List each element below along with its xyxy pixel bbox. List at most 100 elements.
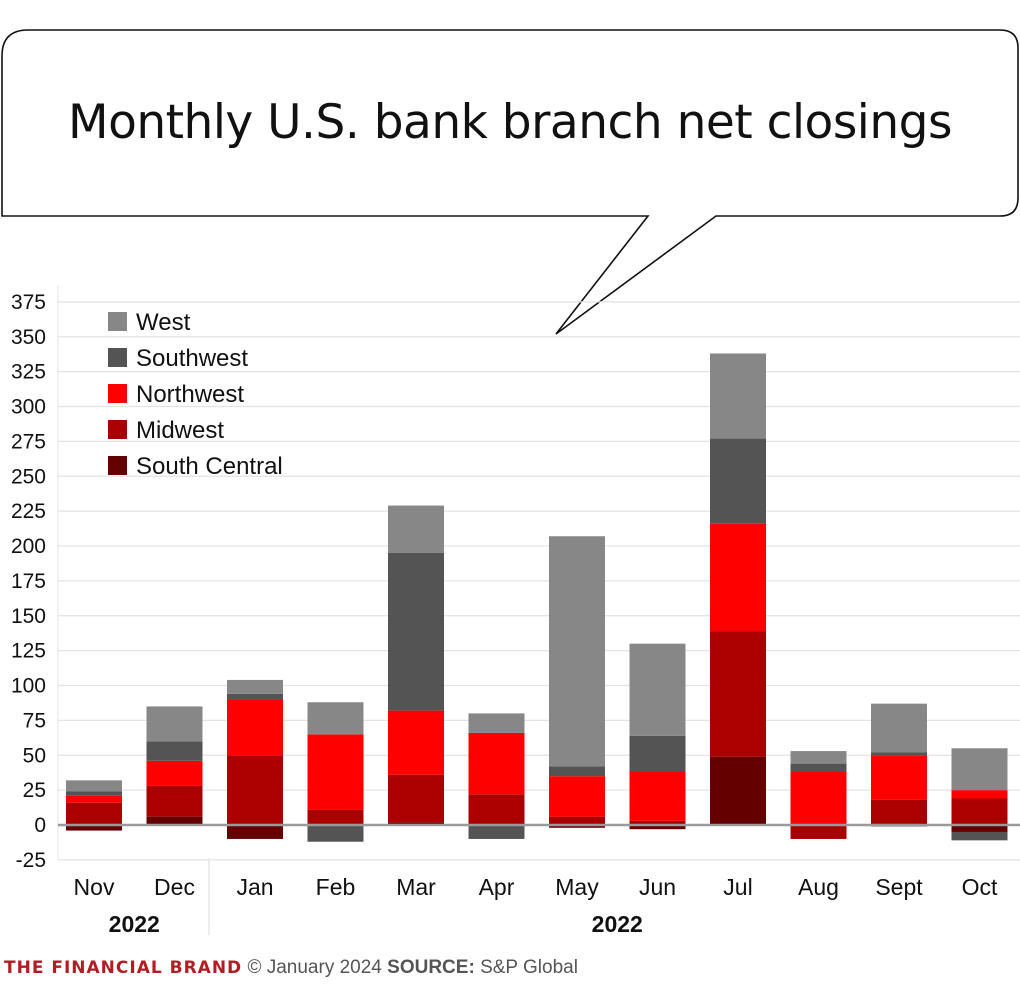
legend-label: West [136,309,191,336]
y-tick-label: 325 [11,361,46,384]
legend-swatch [108,384,127,403]
y-tick-label: 100 [11,675,46,698]
bar-segment-southwest [871,752,927,756]
chart-title: Monthly U.S. bank branch net closings [68,95,952,150]
bar-segment-midwest [790,825,847,839]
y-tick-label: 200 [11,535,46,558]
bar-segment-west [549,536,605,767]
bar-segment-northwest [66,795,122,803]
bar-segment-northwest [710,523,766,632]
legend-label: South Central [136,453,283,480]
bar-segment-south-central [549,825,605,828]
legend-swatch [108,348,127,367]
x-tick-label: Apr [479,874,515,900]
bar-segment-south-central [388,822,444,825]
bar-segment-southwest [227,693,283,700]
bar-segment-midwest [871,799,927,825]
bar-segment-southwest [951,831,1008,841]
bar-segment-west [227,679,283,694]
footer: THE FINANCIAL BRAND © January 2024 SOURC… [4,957,578,979]
x-tick-label: Nov [74,874,115,900]
bar-segment-west [146,706,203,742]
bar-segment-southwest [549,766,605,777]
bar-segment-southwest [629,735,686,772]
y-tick-label: 150 [11,605,46,628]
x-tick-label: May [555,874,599,900]
bar-segment-west [388,505,444,553]
bar-segment-west [790,751,847,764]
y-tick-label: 125 [11,640,46,663]
bar-segment-south-central [710,756,766,825]
y-tick-label: 50 [23,744,46,767]
bar-segment-west [468,713,525,733]
title-speech-bubble [1,29,1019,335]
y-tick-label: 175 [11,570,46,593]
bar-segment-midwest [307,809,364,824]
bar-segment-southwest [710,438,766,524]
year-group-label: 2022 [592,911,643,937]
x-tick-label: Jan [236,874,273,900]
y-tick-label: 25 [23,779,46,802]
source-name: S&P Global [480,957,578,978]
bar-segment-southwest [388,552,444,711]
bar-segment-northwest [629,771,686,821]
bar-segment-northwest [388,710,444,775]
x-tick-label: Mar [396,874,436,900]
bar-segment-south-central [951,825,1008,832]
bar-segment-southwest [468,825,525,839]
bar-segment-midwest [66,802,122,825]
x-tick-label: Jun [639,874,676,900]
copyright: © January 2024 [247,957,382,978]
bar-segment-south-central [146,816,203,825]
y-tick-label: 350 [11,326,46,349]
bar-segment-midwest [146,785,203,817]
brand-logo: THE FINANCIAL BRAND [4,958,243,978]
bar-segment-west [710,353,766,439]
bar-segment-northwest [951,790,1008,799]
bar-segment-southwest [146,741,203,761]
bar-segment-southwest [307,825,364,842]
source-label: SOURCE: [387,957,475,978]
y-tick-label: 0 [34,814,46,837]
x-tick-label: Jul [723,874,752,900]
y-tick-label: 375 [11,291,46,314]
bar-segment-midwest [468,794,525,825]
bar-segment-northwest [468,732,525,795]
x-tick-label: Aug [798,874,839,900]
bar-segment-northwest [146,760,203,786]
bar-segment-midwest [629,820,686,825]
bar-segment-southwest [790,763,847,772]
bar-segment-northwest [790,771,847,825]
bar-segment-west [871,703,927,753]
bar-segment-midwest [951,798,1008,825]
bar-segment-south-central [227,825,283,839]
bar-segment-south-central [66,825,122,831]
bar-segment-southwest [66,791,122,796]
x-tick-label: Sept [875,874,923,900]
bar-segment-west [66,780,122,792]
bar-segment-northwest [307,734,364,810]
bar-segment-midwest [388,774,444,823]
year-group-label: 2022 [109,911,160,937]
y-tick-label: 250 [11,465,46,488]
bar-segment-west [951,748,1008,791]
y-tick-label: -25 [16,849,46,872]
legend-label: Southwest [136,345,248,372]
legend-label: Midwest [136,417,224,444]
y-tick-label: 300 [11,396,46,419]
bar-segment-northwest [871,755,927,800]
legend-swatch [108,456,127,475]
legend-label: Northwest [136,381,244,408]
bar-segment-midwest [710,631,766,757]
x-tick-label: Dec [154,874,195,900]
bar-segment-west [629,643,686,736]
y-tick-label: 75 [23,709,46,732]
legend-swatch [108,420,127,439]
y-tick-label: 225 [11,500,46,523]
y-tick-label: 275 [11,430,46,453]
bar-segment-south-central [629,825,686,830]
bar-segment-west [307,702,364,735]
bar-segment-midwest [549,816,605,825]
x-tick-label: Feb [316,874,356,900]
